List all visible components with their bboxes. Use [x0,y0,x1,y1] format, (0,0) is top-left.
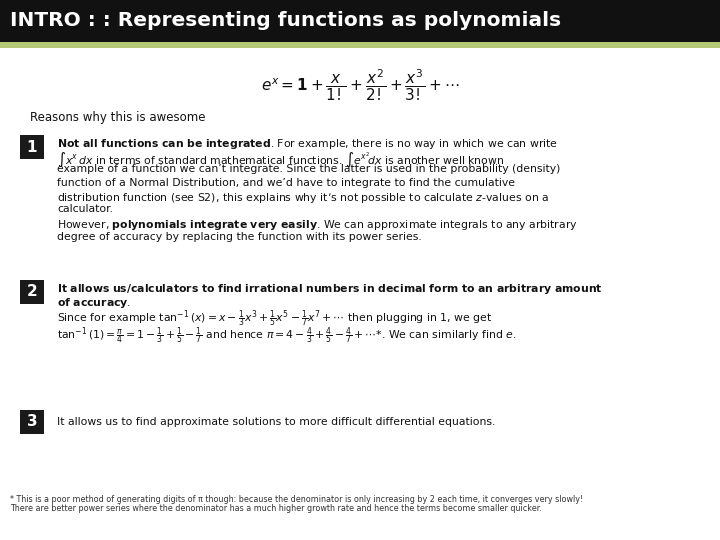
Text: 2: 2 [27,285,37,300]
Text: * This is a poor method of generating digits of π though: because the denominato: * This is a poor method of generating di… [10,495,583,504]
Text: There are better power series where the denominator has a much higher growth rat: There are better power series where the … [10,504,542,513]
Text: $e^x = \mathbf{1} + \dfrac{x}{1!} + \dfrac{x^2}{2!} + \dfrac{x^3}{3!} + \cdots$: $e^x = \mathbf{1} + \dfrac{x}{1!} + \dfr… [261,68,459,103]
Text: example of a function we can’t integrate. Since the latter is used in the probab: example of a function we can’t integrate… [57,164,560,174]
Text: function of a Normal Distribution, and we’d have to integrate to find the cumula: function of a Normal Distribution, and w… [57,178,515,187]
Text: $\int x^x\,dx$ in terms of standard mathematical functions. $\int e^{x^2}\!dx$ i: $\int x^x\,dx$ in terms of standard math… [57,151,504,168]
Text: calculator.: calculator. [57,205,113,214]
Bar [0,0,720,42]
Text: $\tan^{-1}(1) = \frac{\pi}{4} = 1 - \frac{1}{3} + \frac{1}{5} - \frac{1}{7}$ and: $\tan^{-1}(1) = \frac{\pi}{4} = 1 - \fra… [57,326,516,347]
Bar [20,135,44,159]
Bar [0,42,720,48]
Text: It allows us to find approximate solutions to more difficult differential equati: It allows us to find approximate solutio… [57,417,495,427]
Bar [20,410,44,434]
Text: $\mathbf{Not\ all\ functions\ can\ be\ integrated}$. For example, there is no wa: $\mathbf{Not\ all\ functions\ can\ be\ i… [57,137,558,151]
Text: degree of accuracy by replacing the function with its power series.: degree of accuracy by replacing the func… [57,232,422,241]
Text: distribution function (see S2), this explains why it’s not possible to calculate: distribution function (see S2), this exp… [57,191,549,205]
Text: $\mathbf{It\ allows\ us/calculators\ to\ find\ irrational\ numbers\ in\ decimal\: $\mathbf{It\ allows\ us/calculators\ to\… [57,282,603,296]
Text: Reasons why this is awesome: Reasons why this is awesome [30,111,205,125]
Text: INTRO : : Representing functions as polynomials: INTRO : : Representing functions as poly… [10,11,561,30]
Text: $\mathbf{of\ accuracy}$.: $\mathbf{of\ accuracy}$. [57,295,131,309]
Text: Since for example $\tan^{-1}(x) = x - \frac{1}{3}x^3 + \frac{1}{5}x^5 - \frac{1}: Since for example $\tan^{-1}(x) = x - \f… [57,309,492,330]
Text: 1: 1 [27,139,37,154]
Text: 3: 3 [27,415,37,429]
Text: However, $\mathbf{polynomials\ integrate\ very\ easily}$. We can approximate int: However, $\mathbf{polynomials\ integrate… [57,218,577,232]
Bar [20,280,44,304]
